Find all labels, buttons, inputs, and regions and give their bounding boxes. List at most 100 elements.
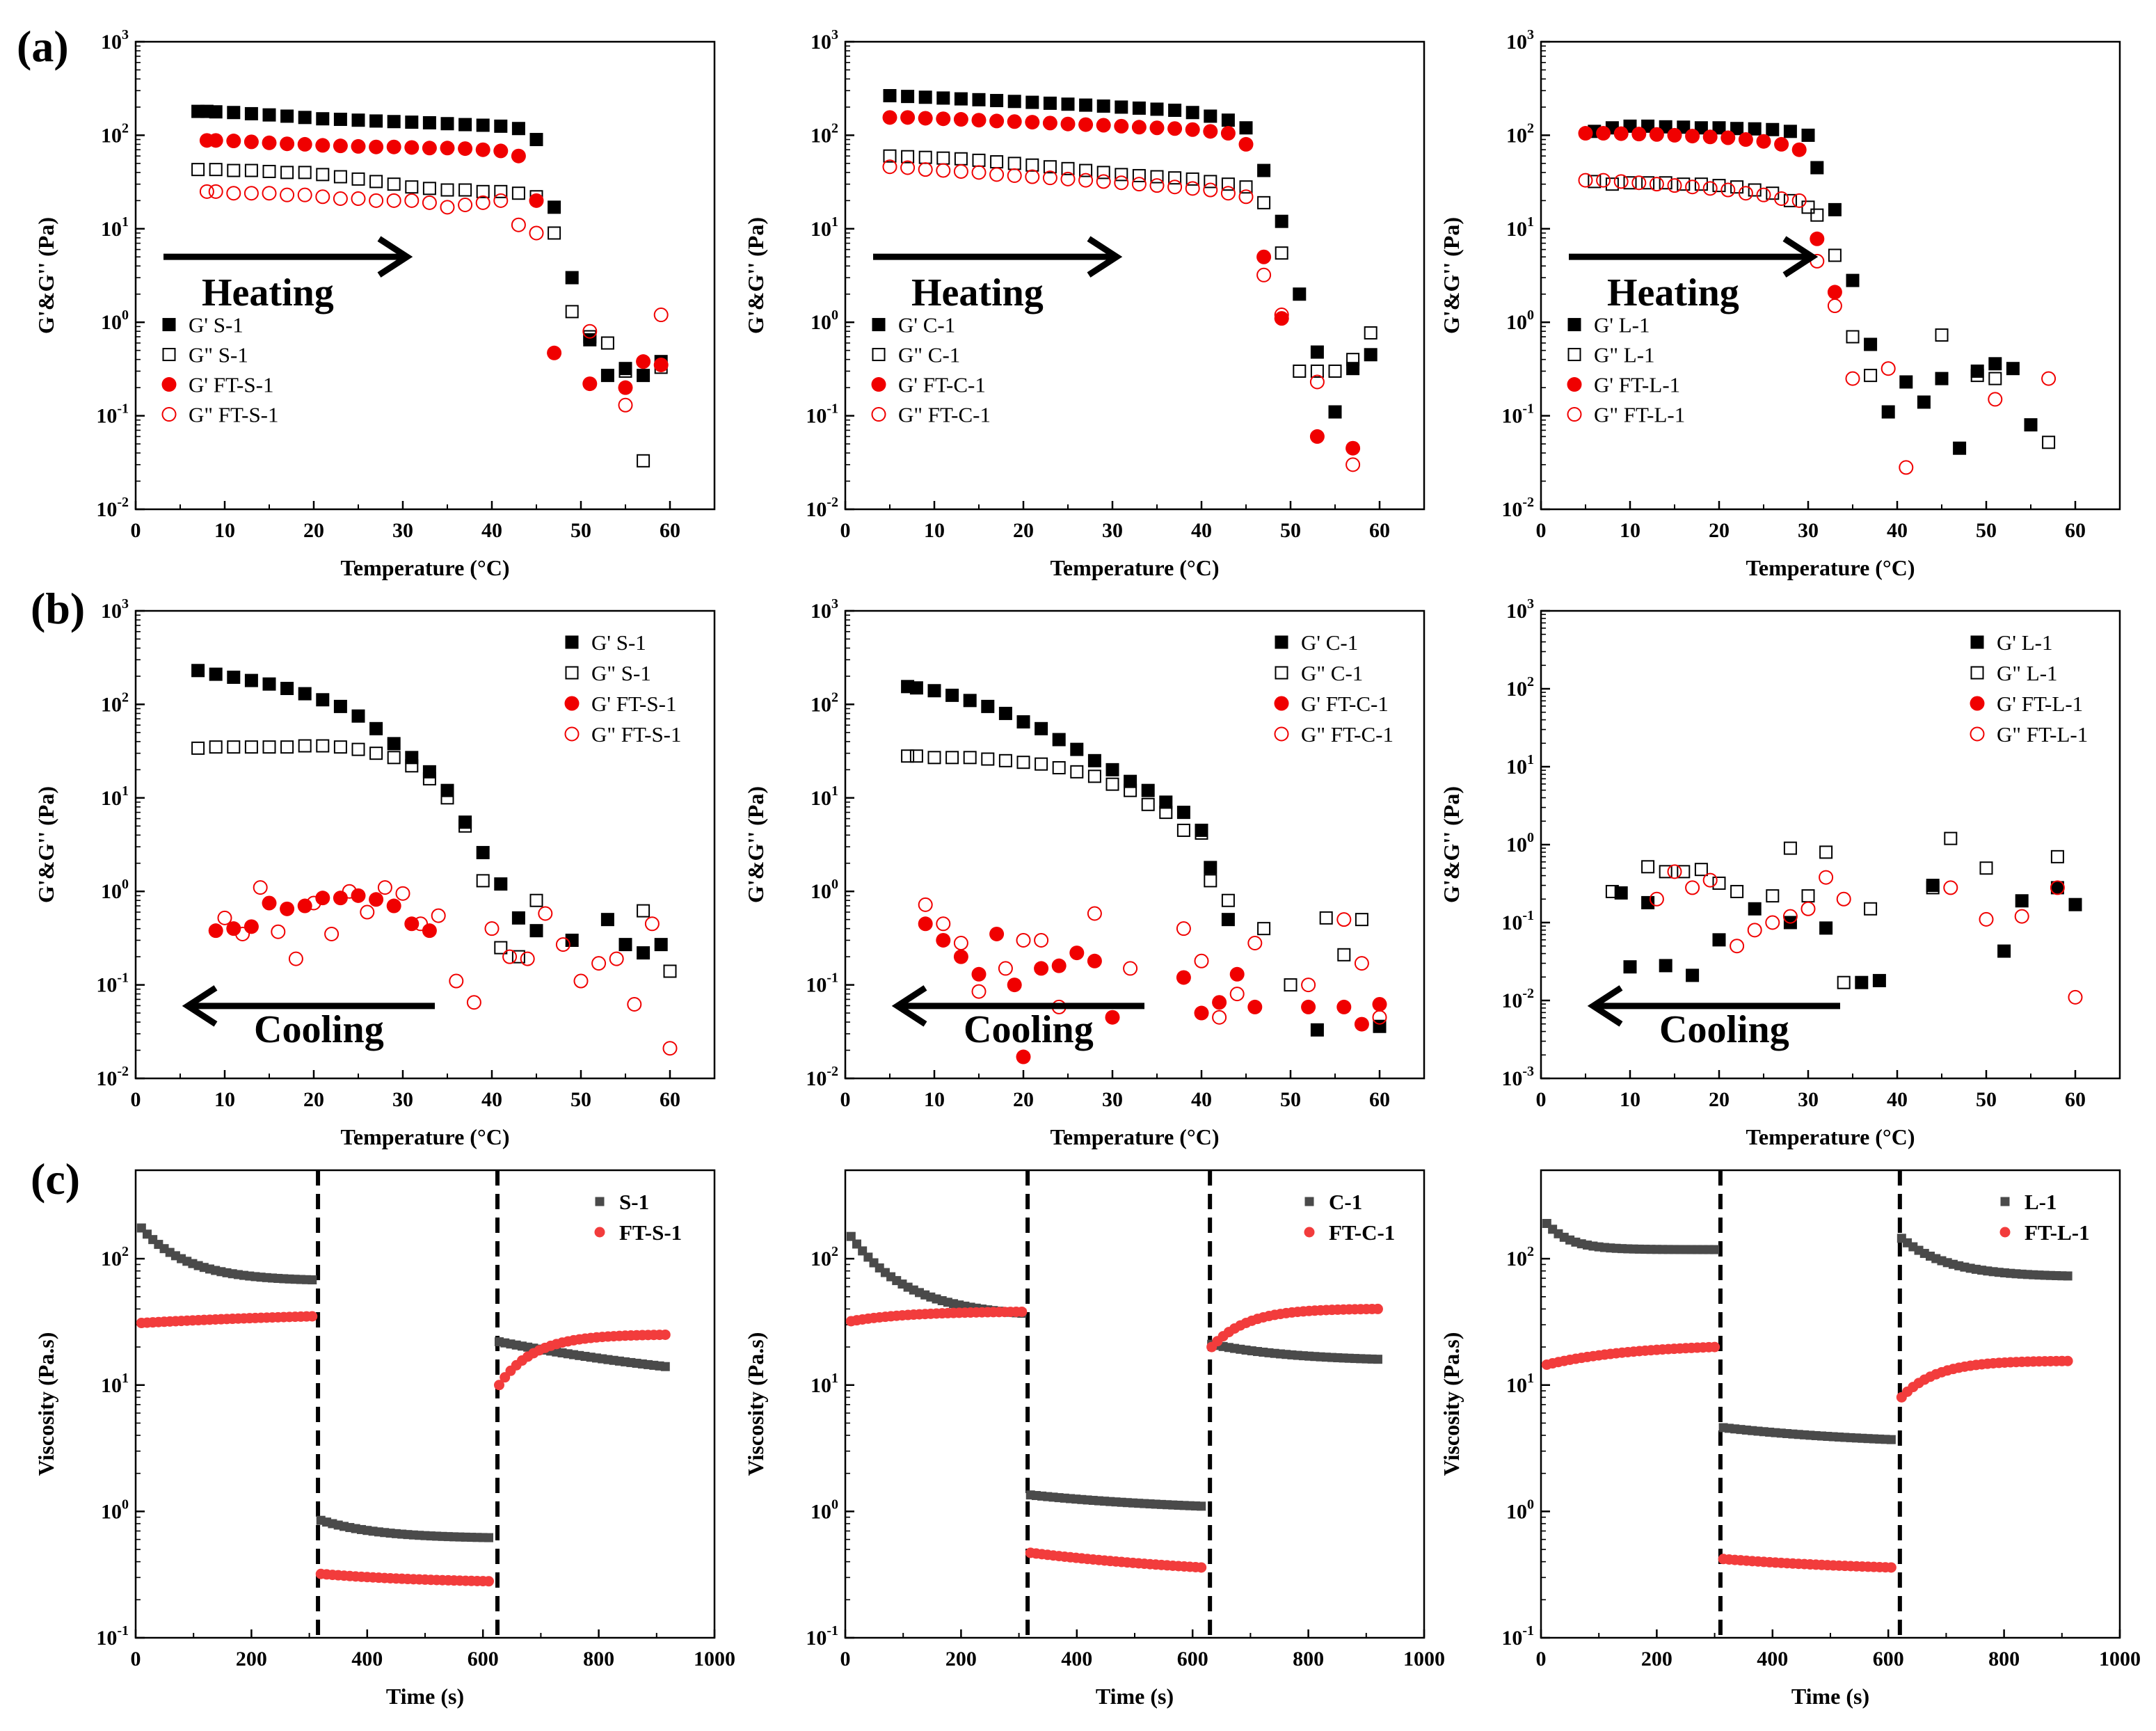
y-tick-label: 100: [1506, 830, 1534, 856]
legend-marker: [594, 1227, 605, 1238]
data-point: [1275, 246, 1288, 260]
data-point: [1309, 374, 1325, 390]
x-tick-label: 60: [1369, 1088, 1390, 1111]
legend-marker: [1304, 1197, 1314, 1206]
series-g-l-1: [1605, 831, 2064, 989]
heating-label: Heating: [1607, 271, 1739, 314]
data-point: [458, 118, 472, 131]
data-point: [1783, 193, 1797, 207]
data-point: [1079, 98, 1093, 112]
data-point: [422, 195, 437, 210]
data-point: [387, 737, 401, 751]
data-point: [637, 904, 650, 918]
data-point: [1060, 116, 1076, 131]
legend-label: G' FT-C-1: [898, 373, 986, 397]
data-point: [1229, 966, 1245, 982]
data-point: [191, 741, 205, 755]
data-point: [1007, 168, 1022, 183]
legend-marker: [161, 377, 177, 392]
x-tick-label: 600: [1177, 1648, 1208, 1670]
data-point: [1220, 126, 1236, 141]
data-point: [1087, 769, 1101, 783]
data-point: [2062, 1355, 2073, 1366]
data-point: [208, 133, 223, 148]
data-point: [1131, 120, 1147, 135]
data-point: [1623, 960, 1637, 974]
data-point: [1247, 999, 1263, 1014]
data-point: [315, 891, 330, 906]
data-point: [1659, 865, 1672, 879]
data-point: [1105, 777, 1119, 791]
data-point: [1212, 1010, 1227, 1025]
data-point: [900, 110, 916, 125]
data-point: [971, 113, 987, 128]
x-tick-label: 0: [1536, 1088, 1547, 1111]
legend-marker: [565, 666, 579, 680]
data-point: [1819, 845, 1833, 859]
data-point: [660, 1329, 671, 1340]
y-tick-label: 101: [1506, 752, 1534, 779]
data-point: [1159, 795, 1173, 809]
data-point: [582, 324, 598, 339]
legend-label: FT-S-1: [619, 1220, 682, 1245]
data-point: [209, 163, 223, 177]
series-g-ft-s-1: [208, 888, 437, 939]
data-point: [208, 184, 223, 199]
data-point: [1301, 978, 1316, 993]
data-point: [1596, 126, 1611, 141]
data-point: [458, 183, 472, 197]
legend-label: G" FT-L-1: [1594, 403, 1685, 427]
data-point: [953, 936, 968, 951]
data-point: [953, 163, 968, 179]
data-point: [936, 111, 951, 127]
data-point: [565, 305, 579, 319]
data-point: [262, 135, 277, 150]
data-point: [199, 184, 214, 199]
legend-marker: [1567, 407, 1582, 422]
data-point: [351, 742, 365, 756]
x-tick-label: 1000: [2099, 1648, 2141, 1670]
data-point: [1801, 889, 1815, 903]
y-tick-label: 103: [101, 28, 129, 54]
data-point: [1257, 922, 1271, 936]
data-point: [1051, 958, 1067, 973]
data-point: [458, 141, 473, 157]
data-point: [1899, 375, 1913, 389]
x-tick-label: 800: [583, 1648, 614, 1670]
x-tick-label: 0: [131, 1648, 141, 1670]
data-point: [1052, 760, 1066, 774]
data-point: [1345, 440, 1361, 456]
data-point: [244, 106, 258, 120]
data-point: [1141, 783, 1155, 797]
data-point: [1756, 187, 1771, 202]
data-point: [333, 891, 348, 906]
data-point: [1293, 287, 1307, 301]
data-point: [981, 699, 995, 713]
x-tick-label: 20: [1013, 1088, 1034, 1111]
data-point: [936, 916, 951, 932]
data-point: [1730, 884, 1744, 898]
y-tick-label: 101: [1506, 1371, 1534, 1397]
series-g-s-1: [191, 664, 668, 960]
data-point: [1105, 763, 1119, 776]
x-tick-label: 0: [131, 1088, 141, 1111]
data-point: [1694, 177, 1708, 191]
x-tick-label: 0: [131, 519, 141, 542]
y-tick-label: 102: [101, 120, 129, 147]
data-point: [653, 357, 669, 372]
data-point: [918, 897, 933, 912]
data-point: [511, 217, 526, 232]
data-point: [476, 184, 490, 198]
data-point: [909, 681, 923, 695]
data-point: [1319, 911, 1333, 925]
y-tick-label: 102: [811, 1244, 838, 1270]
data-point: [386, 139, 401, 154]
data-point: [1756, 134, 1771, 149]
data-point: [1016, 756, 1030, 769]
data-point: [227, 163, 241, 177]
x-tick-label: 20: [1709, 1088, 1730, 1111]
data-point: [1677, 865, 1691, 879]
legend-marker: [1567, 377, 1582, 392]
y-tick-label: 100: [811, 308, 838, 334]
data-point: [1239, 180, 1253, 194]
